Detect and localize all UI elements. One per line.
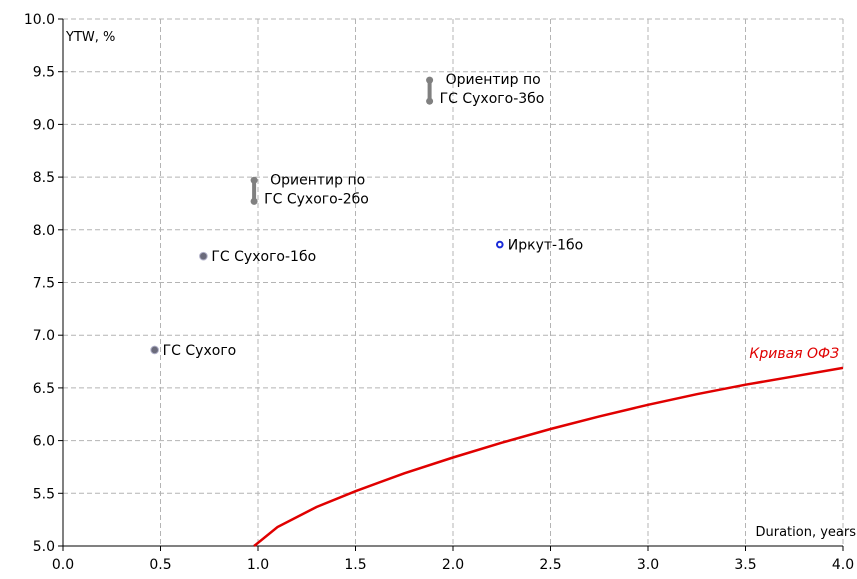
bond-point: ГС Сухого-1бо [199,249,316,265]
y-tick-label: 5.5 [33,486,55,502]
ofz-curve-group: Кривая ОФЗ [253,346,844,547]
x-tick-label: 0.0 [52,557,74,573]
range-marker-low [250,197,258,205]
point-marker [150,345,159,355]
point-label: ГС Сухого-1бо [211,249,316,265]
x-tick-label: 2.0 [442,557,464,573]
x-tick-label: 2.5 [539,557,561,573]
y-tick-label: 7.5 [33,276,55,292]
y-tick-label: 8.5 [33,170,55,186]
x-tick-label: 3.5 [734,557,756,573]
y-tick-label: 6.0 [33,434,55,450]
bond-point: ГС Сухого [150,343,237,359]
y-tick-label: 10.0 [24,12,55,28]
bond-point: Иркут-1бо [496,238,583,254]
x-axis-label: Duration, years [755,525,856,540]
ofz-curve-line [253,366,844,547]
range-label-line1: Ориентир по [270,172,365,188]
x-tick-label: 1.5 [344,557,366,573]
x-tick-label: 1.0 [247,557,269,573]
range-marker-high [426,76,434,84]
y-tick-label: 5.0 [33,539,55,555]
grid [63,18,844,546]
point-label: ГС Сухого [163,343,237,359]
guidance-range: Ориентир по ГС Сухого-3бо [426,72,544,107]
range-marker-low [426,97,434,105]
range-label-line1: Ориентир по [446,72,541,88]
range-label-line2: ГС Сухого-3бо [440,91,545,107]
y-tick-label: 6.5 [33,381,55,397]
guidance-range: Ориентир по ГС Сухого-2бо [250,172,369,207]
x-tick-label: 3.0 [637,557,659,573]
x-tick-label: 0.5 [149,557,171,573]
ofz-curve-label: Кривая ОФЗ [749,346,839,362]
point-marker [199,251,208,261]
points-group: Ориентир по ГС Сухого-2бо Ориентир по ГС Су… [150,72,583,359]
range-label-line2: ГС Сухого-2бо [264,191,369,207]
y-tick-label: 9.5 [33,65,55,81]
axes: 5.0 5.5 6.0 6.5 7.0 7.5 8.0 8.5 9.0 9.5 10.0 0.0 0.5… [24,12,854,573]
point-marker [496,240,504,249]
range-marker-high [250,176,258,184]
point-label: Иркут-1бо [508,238,583,254]
y-tick-label: 8.0 [33,223,55,239]
x-tick-label: 4.0 [832,557,854,573]
y-tick-label: 9.0 [33,117,55,133]
y-axis-label: YTW, % [65,30,115,45]
y-tick-label: 7.0 [33,328,55,344]
